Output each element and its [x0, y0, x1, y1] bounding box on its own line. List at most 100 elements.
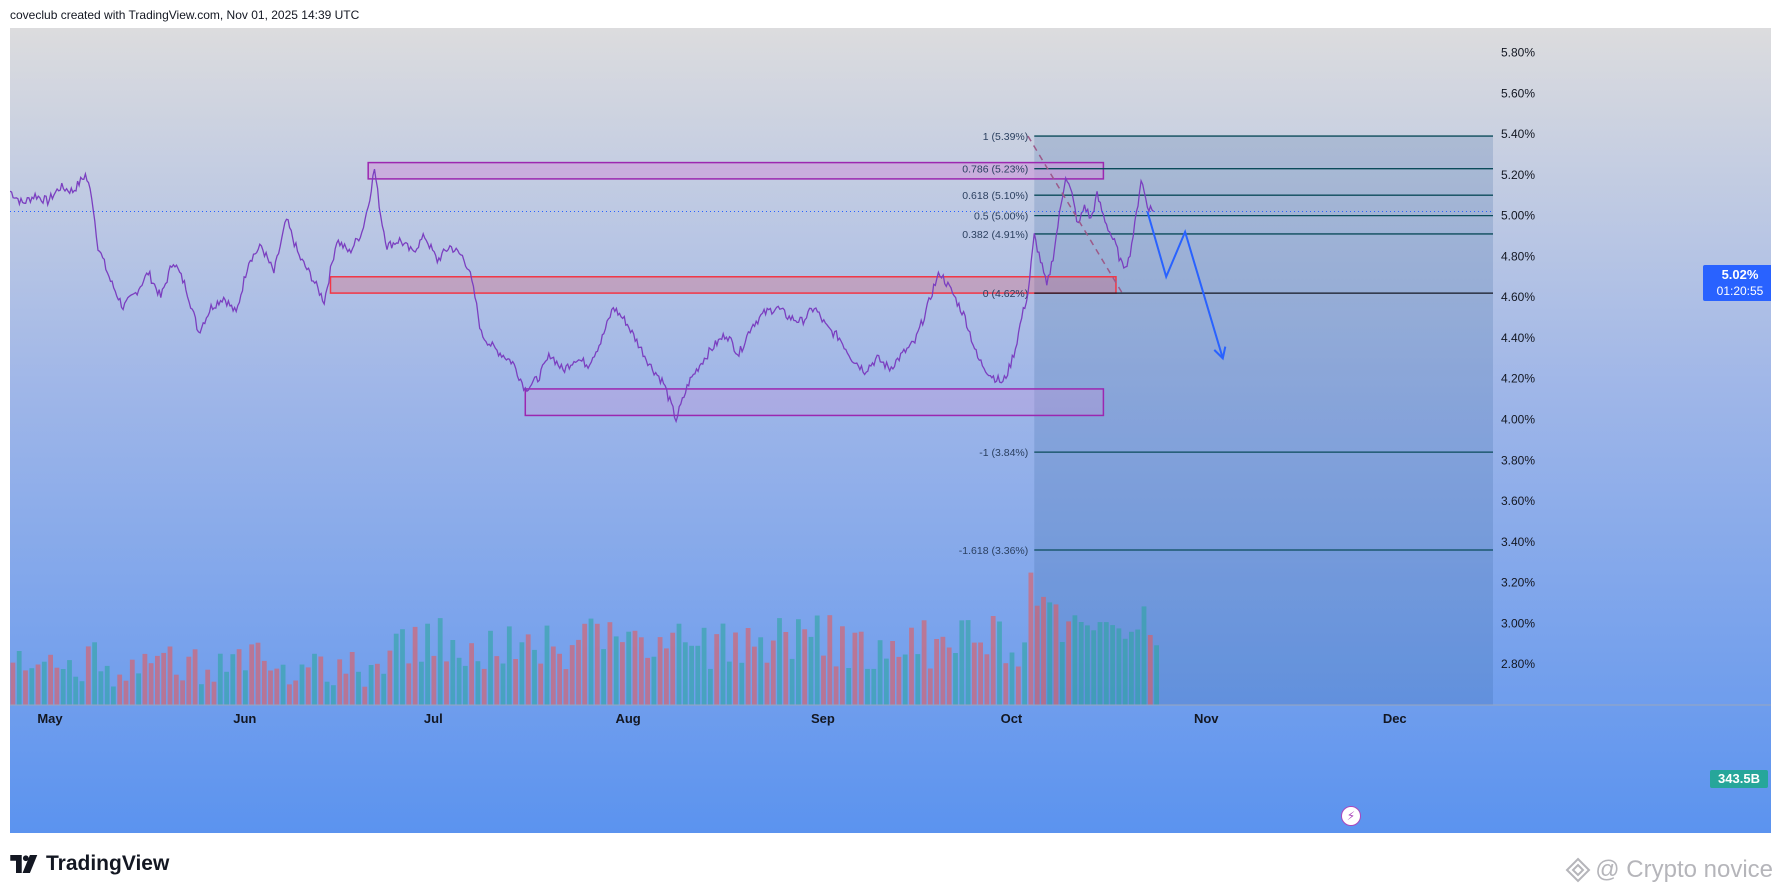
y-axis-tick-label: 5.80% [1501, 45, 1535, 59]
x-axis-tick-label: Nov [1194, 711, 1219, 726]
volume-bar [846, 668, 852, 705]
volume-bar [588, 618, 594, 705]
candle-countdown: 01:20:55 [1716, 284, 1764, 298]
volume-bar [494, 656, 500, 705]
projection-path [1146, 211, 1227, 361]
volume-bar [1122, 638, 1128, 705]
volume-bar [990, 616, 996, 705]
y-axis-tick-label: 3.40% [1501, 535, 1535, 549]
volume-bar [35, 664, 41, 705]
volume-bar [902, 654, 908, 705]
chart-attribution: coveclub created with TradingView.com, N… [10, 8, 360, 22]
volume-bar [255, 642, 261, 705]
volume-bar [1135, 629, 1141, 705]
volume-bar [1110, 625, 1115, 705]
volume-bar [349, 652, 355, 705]
volume-bar [714, 634, 720, 705]
fib-level-label: 0.382 (4.91%) [962, 229, 1028, 241]
volume-bar [368, 665, 374, 705]
volume-bar [739, 662, 745, 705]
volume-bar [67, 660, 72, 705]
volume-bar [645, 657, 650, 705]
volume-bar [85, 646, 91, 705]
volume-bar [808, 636, 814, 705]
last-price-badge: 5.02% 01:20:55 [1703, 265, 1771, 301]
volume-bar [858, 631, 864, 705]
lightning-icon[interactable]: ⚡ [1341, 806, 1361, 826]
fib-anchor-line [1027, 135, 1123, 294]
volume-bar [41, 661, 47, 705]
volume-bar [626, 631, 632, 705]
volume-bar [632, 630, 638, 705]
volume-bar [1141, 606, 1147, 705]
volume-bar [312, 653, 317, 705]
volume-bar [959, 620, 965, 705]
volume-bar [1015, 666, 1021, 705]
volume-bar [538, 663, 544, 705]
lower-support-zone [524, 388, 1105, 417]
volume-bar [563, 669, 569, 705]
volume-bar [331, 685, 336, 705]
volume-bar [877, 640, 883, 705]
volume-bar [506, 626, 512, 705]
volume-bar [469, 643, 474, 705]
volume-bar [651, 656, 657, 705]
volume-bar [1078, 622, 1084, 705]
volume-bar [871, 668, 877, 705]
chart-area[interactable]: 1 (5.39%) 0.786 (5.23%) 0.618 (5.10%) 0.5 (… [10, 28, 1771, 833]
zones [329, 161, 1117, 417]
volume-bar [481, 668, 487, 705]
upper-resistance-zone [367, 161, 1105, 180]
volume-bar [287, 684, 292, 705]
volume-bar [387, 650, 393, 705]
y-axis-tick-label: 5.40% [1501, 127, 1535, 141]
volume-bar [814, 615, 820, 705]
fib-level-label: 0.618 (5.10%) [962, 190, 1028, 202]
volume-bar [1003, 663, 1009, 705]
volume-bar [638, 637, 644, 705]
binance-square-icon [1565, 857, 1591, 883]
volume-bar [1047, 602, 1053, 705]
brand-logo[interactable]: TradingView [10, 852, 169, 876]
price-chart[interactable]: 1 (5.39%) 0.786 (5.23%) 0.618 (5.10%) 0.5 (… [10, 28, 1771, 833]
volume-bar [337, 659, 343, 705]
volume-bar [211, 681, 217, 705]
volume-bar [98, 671, 104, 705]
volume-bar [1022, 642, 1027, 705]
volume-bar [305, 667, 311, 705]
tradingview-logo-icon [10, 855, 38, 873]
volume-bar [23, 670, 28, 705]
volume-bar [865, 668, 870, 705]
volume-bar [519, 642, 525, 705]
projection-path-line [1146, 211, 1224, 359]
volume-bar [582, 623, 588, 705]
volume-bar [726, 661, 732, 705]
volume-bar [456, 657, 462, 705]
volume-bar [613, 636, 619, 705]
volume-bar [670, 632, 676, 705]
volume-bar [1116, 628, 1122, 705]
x-axis-tick-label: Jul [424, 711, 443, 726]
volume-bar [720, 623, 726, 705]
volume-bar [475, 661, 481, 705]
volume-bar [701, 627, 707, 705]
volume-bar [92, 642, 97, 705]
volume-bar [431, 655, 437, 705]
volume-bar [777, 618, 782, 705]
volume-bar [708, 668, 713, 705]
middle-support-zone [329, 276, 1117, 294]
volume-bar [984, 654, 990, 705]
volume-bar [1009, 652, 1015, 705]
volume-bar [249, 644, 255, 705]
x-axis-tick-label: Dec [1383, 711, 1407, 726]
y-axis-tick-label: 5.00% [1501, 209, 1535, 223]
volume-bar [827, 615, 833, 705]
volume-bars [10, 572, 1159, 705]
volume-bar [375, 663, 380, 705]
y-axis-tick-label: 3.60% [1501, 494, 1535, 508]
x-axis-tick-label: Oct [1001, 711, 1023, 726]
volume-bar [550, 646, 556, 705]
volume-bar [676, 623, 682, 705]
volume-bar [997, 621, 1002, 705]
y-axis: 5.80% 5.60% 5.40% 5.20% 5.00% 4.80% 4.60% 4.40%… [1501, 45, 1535, 671]
